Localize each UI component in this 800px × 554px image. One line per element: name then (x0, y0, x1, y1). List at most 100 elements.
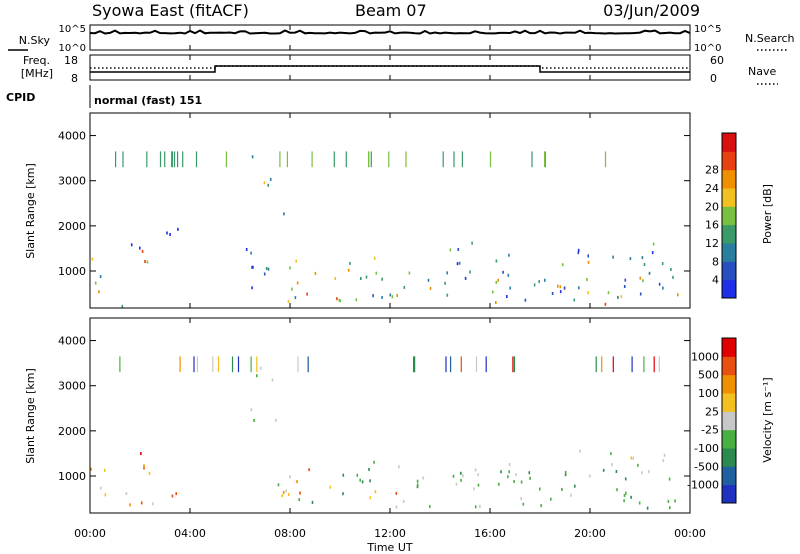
echo-cell (148, 472, 151, 475)
echo-cell (497, 278, 499, 282)
echo-cell (604, 151, 607, 168)
echo-cell (122, 151, 124, 168)
echo-cell (395, 505, 398, 509)
colorbar-segment (722, 356, 736, 376)
echo-cell (287, 300, 290, 303)
echo-cell (98, 290, 100, 294)
echo-cell (667, 499, 670, 503)
echo-cell (289, 475, 291, 479)
echo-cell (408, 271, 411, 275)
echo-cell (251, 155, 254, 159)
echo-cell (311, 500, 314, 504)
echo-cell (658, 356, 660, 373)
echo-cell (540, 504, 542, 508)
colorbar-tick-label: 25 (705, 405, 719, 418)
echo-cell (121, 304, 124, 308)
echo-cell (368, 151, 370, 168)
echo-cell (381, 277, 383, 281)
echo-cell (652, 242, 655, 246)
echo-cell (477, 473, 479, 477)
colorbar-segment (722, 261, 736, 281)
echo-cell (577, 251, 580, 255)
echo-cell (298, 498, 300, 502)
echo-cell (544, 151, 546, 168)
beam-title: Beam 07 (355, 1, 427, 20)
cpid-panel: CPID normal (fast) 151 (6, 85, 202, 108)
x-tick-label: 16:00 (474, 527, 506, 540)
noise-tick-bottom-right: 10^0 (694, 43, 721, 54)
echo-cell (245, 248, 248, 251)
echo-cell (140, 501, 143, 505)
echo-cell (495, 301, 497, 304)
echo-cell (355, 298, 358, 302)
echo-cell (643, 356, 645, 373)
echo-cell (398, 465, 400, 469)
echo-cell (414, 356, 416, 373)
echo-cell (94, 281, 97, 285)
echo-cell (306, 292, 308, 296)
echo-cell (485, 356, 487, 373)
echo-cell (288, 493, 290, 497)
echo-cell (169, 233, 171, 236)
echo-cell (460, 471, 462, 475)
echo-cell (445, 356, 447, 373)
colorbar-tick-label: -500 (694, 460, 719, 473)
echo-cell (342, 473, 345, 477)
echo-cell (452, 474, 455, 478)
echo-cell (474, 505, 477, 509)
echo-cell (129, 503, 131, 507)
echo-cell (506, 295, 508, 298)
nave-label: Nave (748, 65, 776, 78)
echo-cell (638, 501, 641, 505)
echo-cell (646, 506, 649, 510)
velocity-colorbar-label: Velocity [m s⁻¹] (761, 377, 774, 462)
colorbar-frame (721, 337, 737, 504)
echo-cell (356, 473, 359, 477)
echo-cell (104, 493, 107, 497)
echo-cell (342, 492, 344, 496)
echo-cell (662, 286, 664, 290)
x-tick-label: 00:00 (674, 527, 706, 540)
echo-cell (267, 267, 270, 271)
date-title: 03/Jun/2009 (603, 1, 700, 20)
echo-cell (601, 356, 603, 373)
echo-cell (586, 278, 588, 281)
echo-cell (259, 366, 262, 370)
echo-cell (677, 293, 679, 297)
echo-cell (360, 277, 362, 280)
echo-cell (171, 151, 173, 168)
echo-cell (289, 266, 291, 270)
echo-cell (502, 270, 504, 274)
echo-cell (237, 356, 240, 373)
echo-cell (495, 259, 498, 263)
colorbar-segment (722, 374, 736, 394)
echo-cell (570, 493, 572, 497)
echo-cell (171, 494, 174, 498)
echo-cell (365, 275, 368, 279)
echo-cell (477, 483, 480, 487)
echo-cell (647, 470, 650, 474)
echo-cell (495, 280, 498, 284)
echo-cell (416, 485, 419, 489)
echo-cell (641, 471, 643, 475)
echo-cell (253, 419, 255, 422)
echo-cell (507, 475, 509, 479)
noise-panel: N.Sky 10^5 10^0 10^5 10^0 N.Search (8, 24, 795, 54)
echo-cell (141, 249, 144, 253)
y-tick-label: 3000 (58, 175, 86, 188)
echo-cell (529, 476, 531, 480)
echo-cell (389, 293, 392, 297)
freq-trace (90, 65, 690, 73)
echo-cell (674, 499, 676, 503)
echo-cell (90, 467, 92, 471)
velocity-frame (89, 317, 691, 514)
echo-cell (373, 460, 375, 464)
echo-cell (345, 151, 347, 168)
echo-cell (489, 151, 492, 168)
echo-cell (508, 463, 511, 466)
colorbar-segment (722, 429, 736, 449)
echo-cell (520, 497, 522, 501)
echo-cell (508, 253, 510, 257)
echo-cell (372, 294, 374, 298)
y-tick-label: 3000 (58, 380, 86, 393)
